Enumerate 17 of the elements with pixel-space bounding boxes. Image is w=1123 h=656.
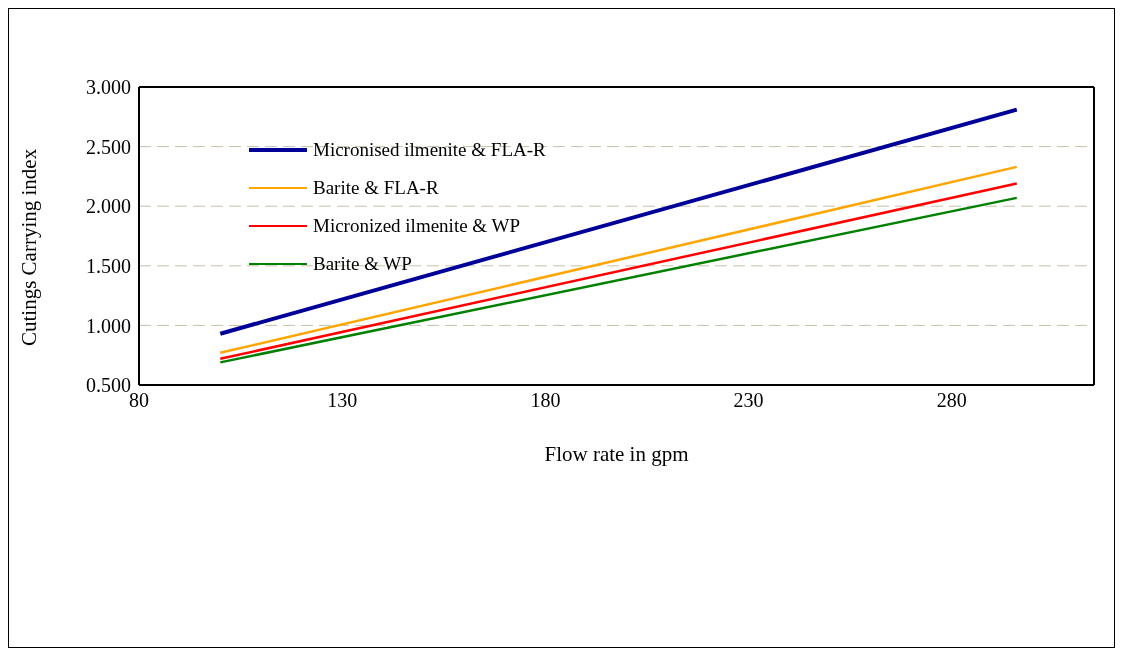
legend-label: Barite & WP [313, 253, 412, 275]
y-axis-title: Cutings Carrying index [17, 148, 42, 346]
x-tick-label: 230 [733, 389, 764, 412]
y-tick-label: 3.000 [86, 76, 131, 99]
legend-label: Barite & FLA-R [313, 177, 439, 199]
y-tick-label: 2.000 [86, 195, 131, 218]
y-tick-label: 0.500 [86, 374, 131, 397]
y-tick-label: 2.500 [86, 135, 131, 158]
y-tick-label: 1.000 [86, 314, 131, 337]
x-axis-title: Flow rate in gpm [544, 442, 689, 466]
x-tick-label: 180 [530, 389, 561, 412]
x-tick-label: 130 [327, 389, 358, 412]
x-tick-label: 80 [129, 389, 149, 412]
y-tick-label: 1.500 [86, 254, 131, 277]
legend-label: Micronised ilmenite & FLA-R [313, 139, 546, 161]
x-tick-label: 280 [936, 389, 967, 412]
legend-label: Micronized ilmenite & WP [313, 215, 521, 237]
